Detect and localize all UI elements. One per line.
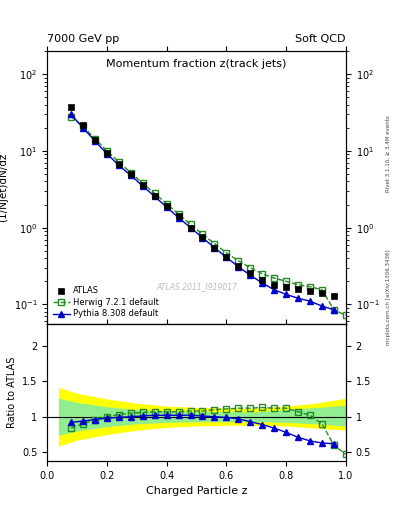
ATLAS	[140, 182, 145, 188]
Herwig 7.2.1 default	[116, 159, 121, 165]
Pythia 8.308 default	[224, 254, 229, 261]
Herwig 7.2.1 default	[176, 211, 181, 217]
Pythia 8.308 default	[308, 298, 312, 304]
ATLAS	[296, 286, 300, 292]
Pythia 8.308 default	[236, 264, 241, 270]
Herwig 7.2.1 default	[140, 180, 145, 186]
Herwig 7.2.1 default	[200, 231, 205, 238]
Herwig 7.2.1 default	[260, 271, 264, 277]
Y-axis label: Ratio to ATLAS: Ratio to ATLAS	[7, 357, 17, 428]
ATLAS	[93, 137, 97, 143]
Pythia 8.308 default	[332, 307, 336, 313]
Pythia 8.308 default	[200, 234, 205, 241]
ATLAS	[332, 292, 336, 298]
Herwig 7.2.1 default	[272, 275, 277, 281]
Herwig 7.2.1 default	[93, 136, 97, 142]
ATLAS	[129, 171, 133, 177]
Pythia 8.308 default	[296, 295, 300, 302]
ATLAS	[212, 245, 217, 251]
ATLAS	[272, 282, 277, 288]
Pythia 8.308 default	[284, 291, 288, 297]
Herwig 7.2.1 default	[212, 241, 217, 247]
ATLAS	[116, 161, 121, 167]
Herwig 7.2.1 default	[105, 148, 109, 154]
Text: Momentum fraction z(track jets): Momentum fraction z(track jets)	[107, 59, 286, 70]
Herwig 7.2.1 default	[284, 278, 288, 284]
Text: mcplots.cern.ch [arXiv:1306.3436]: mcplots.cern.ch [arXiv:1306.3436]	[386, 249, 391, 345]
Pythia 8.308 default	[81, 125, 85, 131]
ATLAS	[320, 290, 324, 296]
Pythia 8.308 default	[105, 151, 109, 157]
Herwig 7.2.1 default	[129, 169, 133, 176]
Y-axis label: (1/Njet)dN/dz: (1/Njet)dN/dz	[0, 153, 8, 222]
Pythia 8.308 default	[164, 204, 169, 210]
Pythia 8.308 default	[129, 173, 133, 179]
Pythia 8.308 default	[69, 111, 73, 117]
Pythia 8.308 default	[320, 303, 324, 309]
ATLAS	[105, 150, 109, 156]
Herwig 7.2.1 default	[224, 250, 229, 256]
Text: 7000 GeV pp: 7000 GeV pp	[47, 33, 119, 44]
Pythia 8.308 default	[248, 272, 253, 278]
ATLAS	[248, 269, 253, 275]
Legend: ATLAS, Herwig 7.2.1 default, Pythia 8.308 default: ATLAS, Herwig 7.2.1 default, Pythia 8.30…	[51, 285, 160, 320]
Herwig 7.2.1 default	[248, 265, 253, 271]
ATLAS	[164, 203, 169, 209]
Herwig 7.2.1 default	[332, 307, 336, 313]
Herwig 7.2.1 default	[296, 282, 300, 288]
ATLAS	[224, 253, 229, 260]
Herwig 7.2.1 default	[320, 287, 324, 293]
Pythia 8.308 default	[260, 280, 264, 286]
ATLAS	[81, 122, 85, 128]
Herwig 7.2.1 default	[81, 123, 85, 130]
Text: Soft QCD: Soft QCD	[296, 33, 346, 44]
Pythia 8.308 default	[176, 215, 181, 221]
Pythia 8.308 default	[116, 162, 121, 168]
Pythia 8.308 default	[140, 183, 145, 189]
Herwig 7.2.1 default	[188, 221, 193, 227]
Pythia 8.308 default	[93, 138, 97, 144]
Pythia 8.308 default	[272, 287, 277, 293]
Line: Pythia 8.308 default: Pythia 8.308 default	[68, 111, 337, 313]
ATLAS	[236, 263, 241, 269]
Herwig 7.2.1 default	[164, 201, 169, 207]
Pythia 8.308 default	[152, 194, 157, 200]
Pythia 8.308 default	[188, 225, 193, 231]
ATLAS	[308, 288, 312, 294]
ATLAS	[284, 284, 288, 290]
ATLAS	[69, 103, 73, 110]
Pythia 8.308 default	[212, 245, 217, 251]
X-axis label: Charged Particle z: Charged Particle z	[146, 486, 247, 496]
ATLAS	[188, 225, 193, 231]
ATLAS	[152, 193, 157, 199]
Herwig 7.2.1 default	[236, 258, 241, 264]
Herwig 7.2.1 default	[152, 190, 157, 197]
ATLAS	[200, 234, 205, 240]
Text: Rivet 3.1.10, ≥ 3.4M events: Rivet 3.1.10, ≥ 3.4M events	[386, 115, 391, 192]
Herwig 7.2.1 default	[69, 114, 73, 120]
Line: Herwig 7.2.1 default: Herwig 7.2.1 default	[68, 114, 349, 318]
Herwig 7.2.1 default	[308, 284, 312, 290]
Text: ATLAS 2011_I919017: ATLAS 2011_I919017	[156, 283, 237, 291]
Line: ATLAS: ATLAS	[68, 103, 337, 298]
Herwig 7.2.1 default	[343, 312, 348, 318]
ATLAS	[260, 276, 264, 283]
ATLAS	[176, 214, 181, 220]
